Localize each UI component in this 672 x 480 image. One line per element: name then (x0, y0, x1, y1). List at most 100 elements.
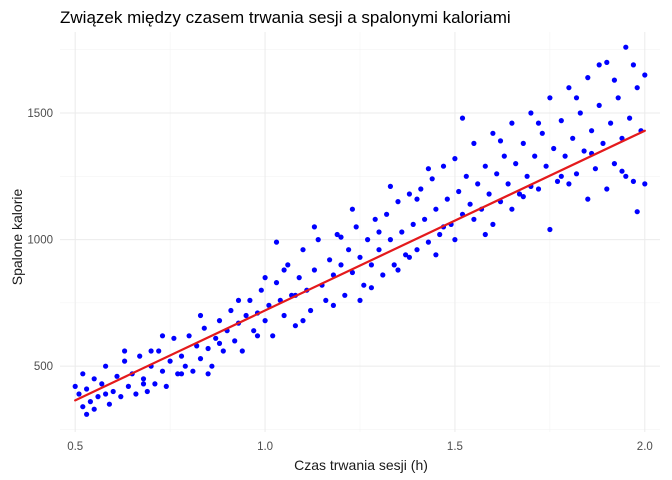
data-point (490, 130, 496, 136)
data-point (422, 216, 428, 222)
data-point (368, 262, 374, 268)
data-point (300, 318, 306, 324)
data-point (281, 312, 287, 319)
data-point (505, 181, 511, 187)
data-point (558, 118, 564, 124)
data-point (114, 373, 120, 379)
data-point (103, 363, 109, 369)
data-point (122, 358, 128, 364)
data-point (76, 391, 82, 397)
data-point (125, 383, 131, 389)
y-tick-label: 1000 (27, 235, 53, 247)
data-point (535, 186, 542, 192)
data-point (543, 163, 549, 169)
data-point (429, 176, 435, 182)
data-point (452, 156, 458, 162)
data-point (585, 75, 591, 81)
data-point (634, 85, 640, 91)
data-point (159, 368, 166, 374)
data-point (262, 318, 268, 324)
y-axis-ticks: 500 1000 1500 (27, 108, 53, 373)
data-point (384, 211, 390, 217)
data-point (406, 254, 412, 260)
data-point (197, 356, 204, 362)
data-point (137, 353, 143, 359)
data-point (338, 234, 344, 240)
data-point (573, 95, 580, 101)
data-point (577, 110, 583, 116)
data-point (213, 335, 219, 341)
data-point (334, 231, 340, 238)
x-tick-label: 2.0 (637, 441, 653, 453)
data-point (365, 237, 371, 243)
data-point (528, 110, 534, 116)
data-point (410, 221, 416, 227)
data-point (604, 59, 610, 65)
data-point (140, 381, 147, 387)
x-tick-label: 1.5 (447, 441, 463, 453)
data-point (551, 145, 557, 152)
data-point (573, 171, 580, 177)
data-point (285, 262, 291, 268)
data-point (642, 72, 648, 78)
data-point (520, 194, 526, 200)
data-point (471, 140, 477, 146)
data-point (311, 267, 317, 273)
data-point (425, 239, 431, 245)
data-point (619, 168, 625, 174)
data-point (159, 333, 166, 339)
data-point (300, 247, 306, 253)
data-point (361, 282, 367, 288)
data-point (133, 391, 139, 397)
trend-line-group (74, 129, 646, 402)
data-point (357, 297, 363, 303)
data-point (630, 178, 637, 184)
data-point (376, 229, 382, 235)
data-point (327, 257, 333, 263)
data-point (178, 353, 185, 359)
data-point (247, 297, 253, 303)
data-point (501, 153, 507, 159)
data-point (440, 163, 447, 169)
data-point (80, 404, 86, 410)
data-point (216, 340, 223, 346)
data-point (235, 297, 242, 303)
data-point (482, 163, 488, 169)
data-point (509, 120, 515, 126)
trend-line (74, 129, 646, 402)
data-point (118, 394, 124, 400)
data-point (346, 247, 352, 253)
data-point (156, 348, 162, 354)
data-point (330, 302, 336, 308)
data-point (106, 401, 112, 407)
data-point (619, 135, 625, 141)
data-point (494, 171, 500, 177)
data-point (615, 95, 621, 101)
data-point (103, 391, 109, 397)
data-point (232, 338, 238, 344)
data-point (558, 173, 564, 179)
data-point (72, 383, 78, 389)
data-point (581, 148, 587, 154)
data-point (311, 224, 317, 230)
data-point (148, 348, 154, 354)
data-point (554, 178, 561, 184)
data-point (296, 275, 302, 281)
data-point (535, 120, 542, 126)
data-point (585, 196, 591, 202)
data-point (414, 196, 420, 202)
data-point (144, 388, 150, 395)
data-point (592, 166, 599, 172)
data-point (262, 275, 268, 281)
data-point (251, 328, 257, 334)
data-point (175, 371, 181, 377)
data-point (437, 231, 443, 238)
x-axis-ticks: 0.5 1.0 1.5 2.0 (67, 441, 653, 453)
data-point (376, 247, 382, 253)
data-point (403, 252, 409, 258)
data-point (342, 292, 348, 298)
data-point (281, 267, 287, 273)
data-point (406, 191, 412, 197)
data-point (425, 166, 431, 172)
